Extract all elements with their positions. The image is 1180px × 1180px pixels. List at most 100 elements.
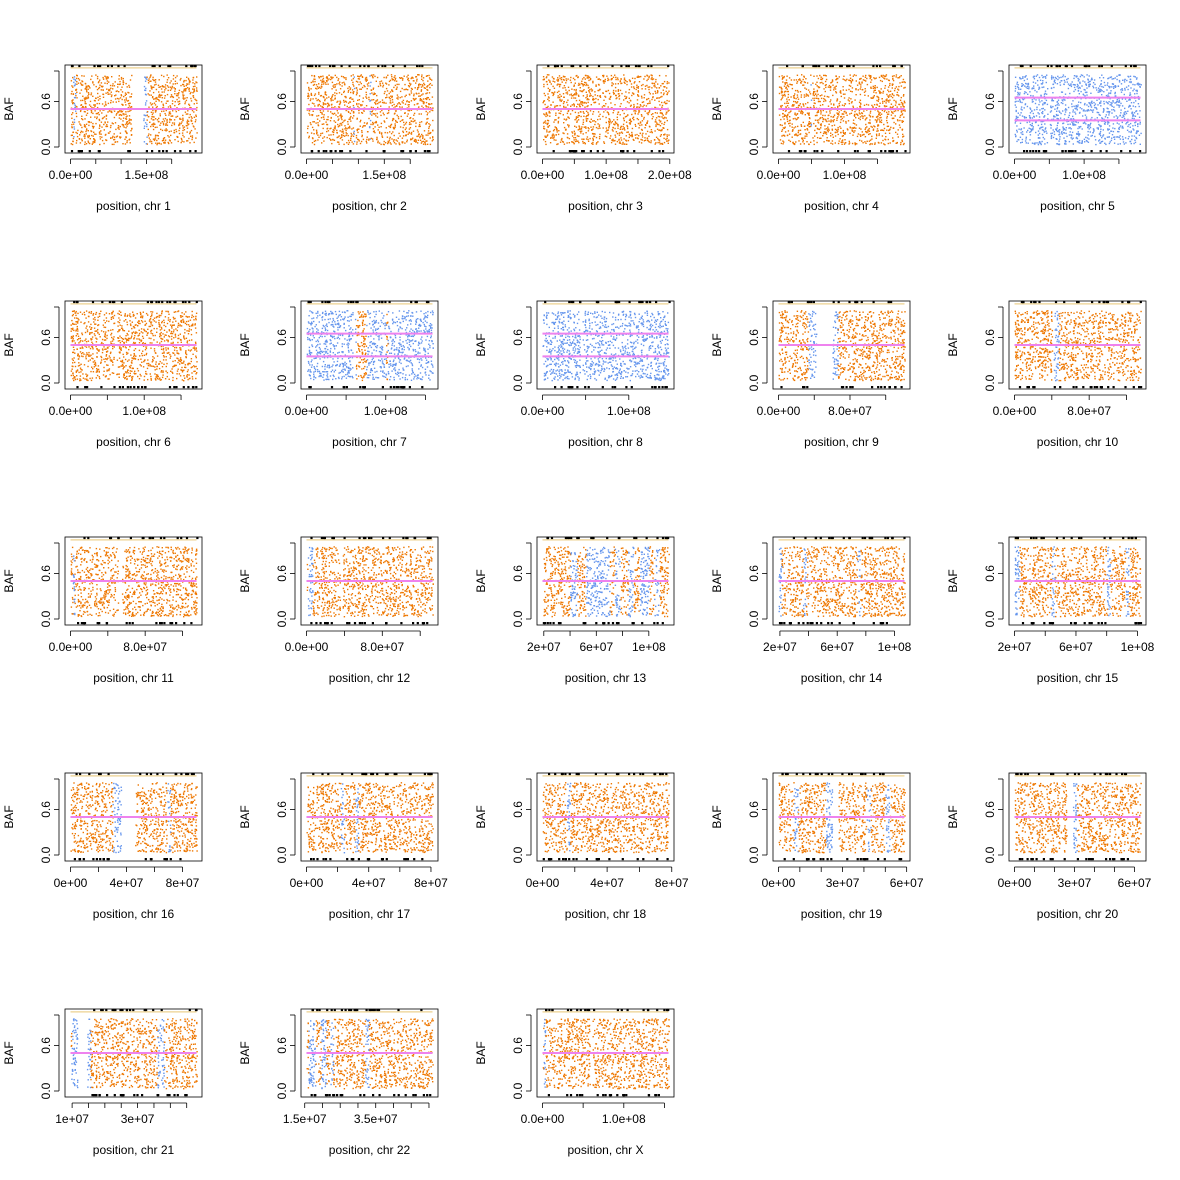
baf-point [544, 136, 545, 137]
baf-point [315, 93, 316, 94]
baf-point [314, 75, 315, 76]
baf-point [835, 75, 836, 76]
baf-point [849, 100, 850, 101]
baf-point [875, 90, 876, 91]
baf-point [663, 127, 664, 128]
baf-point [622, 129, 623, 130]
baf-point [784, 116, 785, 117]
baf-point [399, 144, 400, 145]
baf-point [820, 132, 821, 133]
baf-point [172, 100, 173, 101]
baf-point [338, 118, 339, 119]
baf-point [193, 125, 194, 126]
baf-point [361, 83, 362, 84]
baf-point [187, 123, 188, 124]
baf-point [792, 123, 793, 124]
x-axis-label: position, chr 2 [332, 199, 407, 213]
baf-point [884, 76, 885, 77]
baf-point [902, 134, 903, 135]
baf-point [615, 79, 616, 80]
baf-point [1047, 88, 1048, 89]
baf-point [860, 128, 861, 129]
baf-point [330, 140, 331, 141]
baf-point [419, 124, 420, 125]
baf-point [904, 101, 905, 102]
baf-point [193, 111, 194, 112]
baf-point [372, 124, 373, 125]
baf-point [887, 122, 888, 123]
baf-point [340, 123, 341, 124]
baf-point [125, 143, 126, 144]
baf-point [360, 126, 361, 127]
baf-point [809, 121, 810, 122]
baf-point [792, 127, 793, 128]
baf-point [169, 122, 170, 123]
baf-point [560, 84, 561, 85]
baf-point [427, 144, 428, 145]
baf-point [832, 120, 833, 121]
baf-point [157, 99, 158, 100]
baf-point [794, 113, 795, 114]
baf-point [427, 114, 428, 115]
baf-point [406, 131, 407, 132]
baf-point [822, 115, 823, 116]
baf-point [608, 114, 609, 115]
baf-point [655, 124, 656, 125]
baf-point [882, 92, 883, 93]
baf-point [79, 134, 80, 135]
baf-point [348, 90, 349, 91]
baf-point [823, 101, 824, 102]
baf-point [1106, 89, 1107, 90]
baf-point [622, 126, 623, 127]
baf-point [567, 104, 568, 105]
baf-point [904, 102, 905, 103]
baf-point [1131, 131, 1132, 132]
baf-point [593, 111, 594, 112]
baf-point [152, 114, 153, 115]
baf-point [893, 128, 894, 129]
baf-point [804, 129, 805, 130]
baf-point [187, 84, 188, 85]
baf-point [110, 127, 111, 128]
baf-point [797, 94, 798, 95]
baf-point [357, 118, 358, 119]
baf-point [393, 118, 394, 119]
baf-point [386, 127, 387, 128]
baf-point [657, 83, 658, 84]
baf-point [308, 137, 309, 138]
baf-point [344, 83, 345, 84]
baf-point [391, 97, 392, 98]
baf-point [324, 136, 325, 137]
baf-point [807, 102, 808, 103]
baf-point [1108, 86, 1109, 87]
baf-point [1061, 132, 1062, 133]
baf-point [842, 86, 843, 87]
baf-point [131, 75, 132, 76]
baf-point [370, 111, 371, 112]
baf-point [559, 99, 560, 100]
baf-point [593, 99, 594, 100]
baf-point [402, 106, 403, 107]
baf-point [624, 96, 625, 97]
baf-point [1138, 103, 1139, 104]
baf-point [901, 97, 902, 98]
baf-point [311, 93, 312, 94]
baf-point [1109, 143, 1110, 144]
baf-point [662, 105, 663, 106]
baf-point [90, 101, 91, 102]
baf-point [849, 103, 850, 104]
baf-point [335, 84, 336, 85]
baf-point [877, 130, 878, 131]
baf-point [109, 131, 110, 132]
baf-point [308, 96, 309, 97]
baf-point [655, 81, 656, 82]
baf-point [640, 122, 641, 123]
baf-point [800, 91, 801, 92]
baf-point [1101, 86, 1102, 87]
baf-point [72, 127, 73, 128]
baf-point [804, 138, 805, 139]
baf-point [840, 119, 841, 120]
baf-point [331, 98, 332, 99]
baf-point [1097, 117, 1098, 118]
